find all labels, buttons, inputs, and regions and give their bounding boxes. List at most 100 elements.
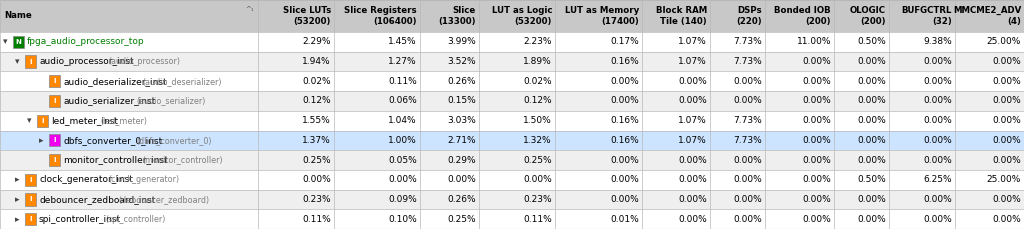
Text: dbfs_converter_0_inst: dbfs_converter_0_inst [63, 136, 162, 145]
Text: 0.00%: 0.00% [302, 175, 331, 184]
Text: 0.00%: 0.00% [610, 155, 639, 165]
Text: audio_serializer_inst: audio_serializer_inst [63, 96, 156, 105]
Text: 0.00%: 0.00% [733, 195, 762, 204]
Text: 0.16%: 0.16% [610, 57, 639, 66]
Text: monitor_controller_inst: monitor_controller_inst [63, 155, 168, 165]
Text: 1.45%: 1.45% [388, 37, 417, 46]
Text: 1.94%: 1.94% [302, 57, 331, 66]
Bar [13, 36, 24, 48]
Bar [0, 190, 1024, 209]
Text: I: I [30, 196, 32, 202]
Text: 0.00%: 0.00% [678, 175, 707, 184]
Text: 0.26%: 0.26% [447, 195, 476, 204]
Text: 0.00%: 0.00% [857, 195, 886, 204]
Text: 1.50%: 1.50% [523, 116, 552, 125]
Text: 0.00%: 0.00% [388, 175, 417, 184]
Bar [0, 71, 1024, 91]
Bar [49, 95, 60, 107]
Text: 0.00%: 0.00% [733, 77, 762, 86]
Text: 0.09%: 0.09% [388, 195, 417, 204]
Text: 2.71%: 2.71% [447, 136, 476, 145]
Text: 1.00%: 1.00% [388, 136, 417, 145]
Text: 0.11%: 0.11% [388, 77, 417, 86]
Text: 0.15%: 0.15% [447, 96, 476, 105]
Text: (monitor_controller): (monitor_controller) [142, 155, 223, 165]
Text: 0.00%: 0.00% [802, 96, 831, 105]
Text: clock_generator_inst: clock_generator_inst [39, 175, 133, 184]
Text: 0.23%: 0.23% [523, 195, 552, 204]
Text: 0.25%: 0.25% [447, 215, 476, 224]
Bar [25, 193, 36, 206]
Text: 0.00%: 0.00% [857, 215, 886, 224]
Bar [49, 134, 60, 147]
Text: spi_controller_inst: spi_controller_inst [39, 215, 121, 224]
Text: BUFGCTRL
(32): BUFGCTRL (32) [901, 6, 952, 26]
Text: 0.11%: 0.11% [302, 215, 331, 224]
Text: 0.00%: 0.00% [857, 136, 886, 145]
Text: 0.00%: 0.00% [857, 155, 886, 165]
Text: 0.00%: 0.00% [610, 96, 639, 105]
Text: 0.00%: 0.00% [924, 155, 952, 165]
Text: 0.00%: 0.00% [733, 175, 762, 184]
Text: 0.00%: 0.00% [992, 155, 1021, 165]
Text: 0.00%: 0.00% [992, 96, 1021, 105]
Text: LUT as Memory
(17400): LUT as Memory (17400) [565, 6, 639, 26]
Text: 0.29%: 0.29% [447, 155, 476, 165]
Text: ▸: ▸ [15, 195, 19, 204]
Text: 2.23%: 2.23% [523, 37, 552, 46]
Text: 0.10%: 0.10% [388, 215, 417, 224]
Text: 0.02%: 0.02% [523, 77, 552, 86]
Text: 1.55%: 1.55% [302, 116, 331, 125]
Text: 0.00%: 0.00% [802, 57, 831, 66]
Text: 7.73%: 7.73% [733, 57, 762, 66]
Text: 0.00%: 0.00% [802, 195, 831, 204]
Text: 3.99%: 3.99% [447, 37, 476, 46]
Text: MMCME2_ADV
(4): MMCME2_ADV (4) [952, 6, 1021, 26]
Text: 0.00%: 0.00% [924, 116, 952, 125]
Text: 0.00%: 0.00% [924, 96, 952, 105]
Text: 0.00%: 0.00% [678, 215, 707, 224]
Text: 1.07%: 1.07% [678, 116, 707, 125]
Text: 0.00%: 0.00% [802, 155, 831, 165]
Text: 0.50%: 0.50% [857, 175, 886, 184]
Text: Name: Name [4, 11, 32, 21]
Text: audio_deserializer_inst: audio_deserializer_inst [63, 77, 167, 86]
Text: ▾: ▾ [3, 37, 7, 46]
Text: 0.00%: 0.00% [610, 77, 639, 86]
Text: ▸: ▸ [15, 215, 19, 224]
Text: ^₁: ^₁ [246, 6, 254, 12]
Text: I: I [30, 59, 32, 65]
Text: I: I [41, 118, 44, 124]
Text: 1.07%: 1.07% [678, 37, 707, 46]
Text: 0.00%: 0.00% [924, 215, 952, 224]
Text: OLOGIC
(200): OLOGIC (200) [850, 6, 886, 26]
Text: 0.00%: 0.00% [857, 116, 886, 125]
Bar [0, 150, 1024, 170]
Text: (dbfs_converter_0): (dbfs_converter_0) [136, 136, 212, 145]
Bar [25, 55, 36, 68]
Bar [0, 52, 1024, 71]
Text: 0.00%: 0.00% [802, 215, 831, 224]
Bar [0, 0, 1024, 32]
Text: I: I [53, 137, 55, 143]
Text: 0.00%: 0.00% [802, 175, 831, 184]
Text: (spi_controller): (spi_controller) [105, 215, 166, 224]
Text: Slice Registers
(106400): Slice Registers (106400) [344, 6, 417, 26]
Text: Bonded IOB
(200): Bonded IOB (200) [774, 6, 831, 26]
Text: 1.89%: 1.89% [523, 57, 552, 66]
Bar [25, 213, 36, 225]
Text: 0.00%: 0.00% [857, 96, 886, 105]
Text: 0.00%: 0.00% [992, 195, 1021, 204]
Text: 3.03%: 3.03% [447, 116, 476, 125]
Bar [0, 209, 1024, 229]
Text: LUT as Logic
(53200): LUT as Logic (53200) [492, 6, 552, 26]
Text: 0.00%: 0.00% [610, 195, 639, 204]
Bar [0, 170, 1024, 190]
Bar [37, 114, 48, 127]
Text: 0.00%: 0.00% [992, 57, 1021, 66]
Text: 11.00%: 11.00% [797, 37, 831, 46]
Text: Slice LUTs
(53200): Slice LUTs (53200) [283, 6, 331, 26]
Text: 7.73%: 7.73% [733, 116, 762, 125]
Text: 0.00%: 0.00% [733, 96, 762, 105]
Text: I: I [53, 98, 55, 104]
